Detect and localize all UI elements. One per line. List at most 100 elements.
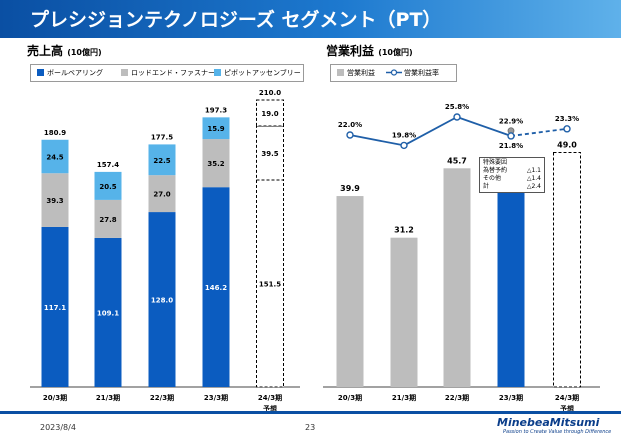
sales-segment-label: 117.1 (44, 304, 66, 312)
forecast-bar-segment (256, 179, 284, 388)
op-category-label: 21/3期 (392, 393, 416, 402)
margin-label: 22.0% (338, 121, 362, 129)
margin-label: 21.8% (499, 142, 523, 150)
op-category-label: 23/3期 (499, 393, 523, 402)
sales-bar-segment (148, 175, 176, 213)
op-bar-label: 39.9 (340, 184, 360, 193)
sales-bar-segment (94, 199, 122, 238)
sales-segment-label: 35.2 (207, 160, 224, 168)
legend-item-ballbearing: ボールベアリング (37, 68, 103, 78)
special-factor-note: 特殊要因 為替予約 △1.1 その他 △1.4 計 △2.4 (479, 157, 545, 193)
sales-bar-segment (202, 117, 230, 140)
op-heading-text: 営業利益 (326, 44, 375, 58)
page-title: プレシジョンテクノロジーズ セグメント（PT） (30, 9, 442, 31)
sales-segment-label: 20.5 (99, 183, 116, 191)
margin-point (400, 141, 408, 150)
sales-total-label: 197.3 (205, 106, 227, 114)
sales-heading: 売上高 (10億円) (27, 42, 102, 59)
margin-point (563, 125, 571, 133)
sales-segment-label: 146.2 (205, 284, 227, 292)
sales-bar-segment (41, 226, 69, 387)
sales-bar-segment (94, 237, 122, 387)
legend-item-op: 営業利益 (337, 68, 375, 78)
sales-category-label: 22/3期 (150, 393, 174, 402)
legend-swatch-op (337, 69, 344, 76)
company-tagline: Passion to Create Value through Differen… (503, 429, 612, 435)
margin-point (507, 132, 515, 140)
sales-segment-label: 39.5 (261, 150, 278, 158)
forecast-bar-segment (256, 125, 284, 181)
sales-segment-label: 15.9 (207, 125, 224, 133)
sales-segment-label: 19.0 (261, 110, 278, 118)
sales-segment-label: 109.1 (97, 309, 119, 317)
sales-category-label: 23/3期 (204, 393, 228, 402)
legend-swatch-pivot (214, 69, 221, 76)
note-row-3: 計 △2.4 (483, 183, 541, 190)
sales-segment-label: 39.3 (46, 197, 63, 205)
sales-bar-segment (148, 212, 176, 387)
margin-line-segment (349, 134, 405, 147)
sales-bar-segment (202, 187, 230, 387)
margin-label: 25.8% (445, 103, 469, 111)
op-heading: 営業利益 (10億円) (326, 42, 413, 59)
sales-segment-label: 128.0 (151, 297, 173, 305)
sales-segment-label: 27.8 (99, 216, 116, 224)
op-bar-label: 31.2 (394, 226, 414, 235)
forecast-bar-segment (256, 99, 284, 127)
sales-bar-segment (148, 144, 176, 176)
op-category-label: 24/3期 (555, 393, 579, 402)
title-bar: プレシジョンテクノロジーズ セグメント（PT） (0, 0, 621, 38)
sales-segment-label: 151.5 (259, 280, 281, 288)
op-forecast-bar (553, 152, 581, 388)
sales-bar-segment (202, 139, 230, 188)
sales-total-label: 210.0 (259, 89, 281, 97)
legend-item-rodend: ロッドエンド・ファスナー (121, 68, 215, 78)
sales-category-label: 21/3期 (96, 393, 120, 402)
legend-item-margin: 営業利益率 (386, 68, 439, 78)
sales-segment-label: 22.5 (153, 157, 170, 165)
op-bar-label: 45.7 (447, 156, 467, 165)
legend-item-pivot: ピボットアッセンブリー (214, 68, 301, 78)
op-unit: (10億円) (378, 48, 413, 57)
op-category-label: 22/3期 (445, 393, 469, 402)
margin-adjusted-label: 22.9% (499, 118, 523, 126)
sales-unit: (10億円) (67, 48, 102, 57)
legend-swatch-ballbearing (37, 69, 44, 76)
op-bar-label: 49.0 (557, 141, 577, 150)
margin-line-forecast (510, 127, 568, 137)
sales-bar-segment (41, 139, 69, 174)
legend-swatch-rodend (121, 69, 128, 76)
sales-legend: ボールベアリング ロッドエンド・ファスナー ピボットアッセンブリー (30, 64, 304, 82)
margin-line-segment (456, 116, 512, 137)
footer-date: 2023/8/4 (40, 423, 76, 432)
footer-divider (0, 411, 621, 414)
op-category-label: 20/3期 (338, 393, 362, 402)
page-number: 23 (305, 423, 316, 432)
sales-segment-label: 24.5 (46, 154, 63, 162)
op-forecast-label: 予想 (560, 404, 574, 413)
op-bar (336, 196, 364, 387)
margin-point (453, 113, 461, 121)
legend-line-icon (386, 69, 402, 76)
sales-bar-segment (41, 173, 69, 227)
margin-point (346, 131, 354, 139)
note-title: 特殊要因 (483, 159, 508, 166)
note-row-2: その他 △1.4 (483, 175, 541, 182)
sales-total-label: 180.9 (44, 129, 66, 137)
margin-line-segment (403, 116, 458, 147)
sales-total-label: 157.4 (97, 161, 119, 169)
sales-forecast-label: 予想 (263, 404, 277, 413)
op-bar (497, 181, 525, 387)
margin-label: 23.3% (555, 115, 579, 123)
sales-segment-label: 27.0 (153, 191, 170, 199)
sales-category-label: 20/3期 (43, 393, 67, 402)
op-bar (390, 237, 418, 387)
company-logo: MinebeaMitsumi (497, 416, 600, 429)
sales-heading-text: 売上高 (27, 44, 64, 58)
note-row-1: 為替予約 △1.1 (483, 167, 541, 174)
sales-category-label: 24/3期 (258, 393, 282, 402)
sales-total-label: 177.5 (151, 133, 173, 141)
op-bar (443, 168, 471, 387)
margin-label: 19.8% (392, 131, 416, 139)
